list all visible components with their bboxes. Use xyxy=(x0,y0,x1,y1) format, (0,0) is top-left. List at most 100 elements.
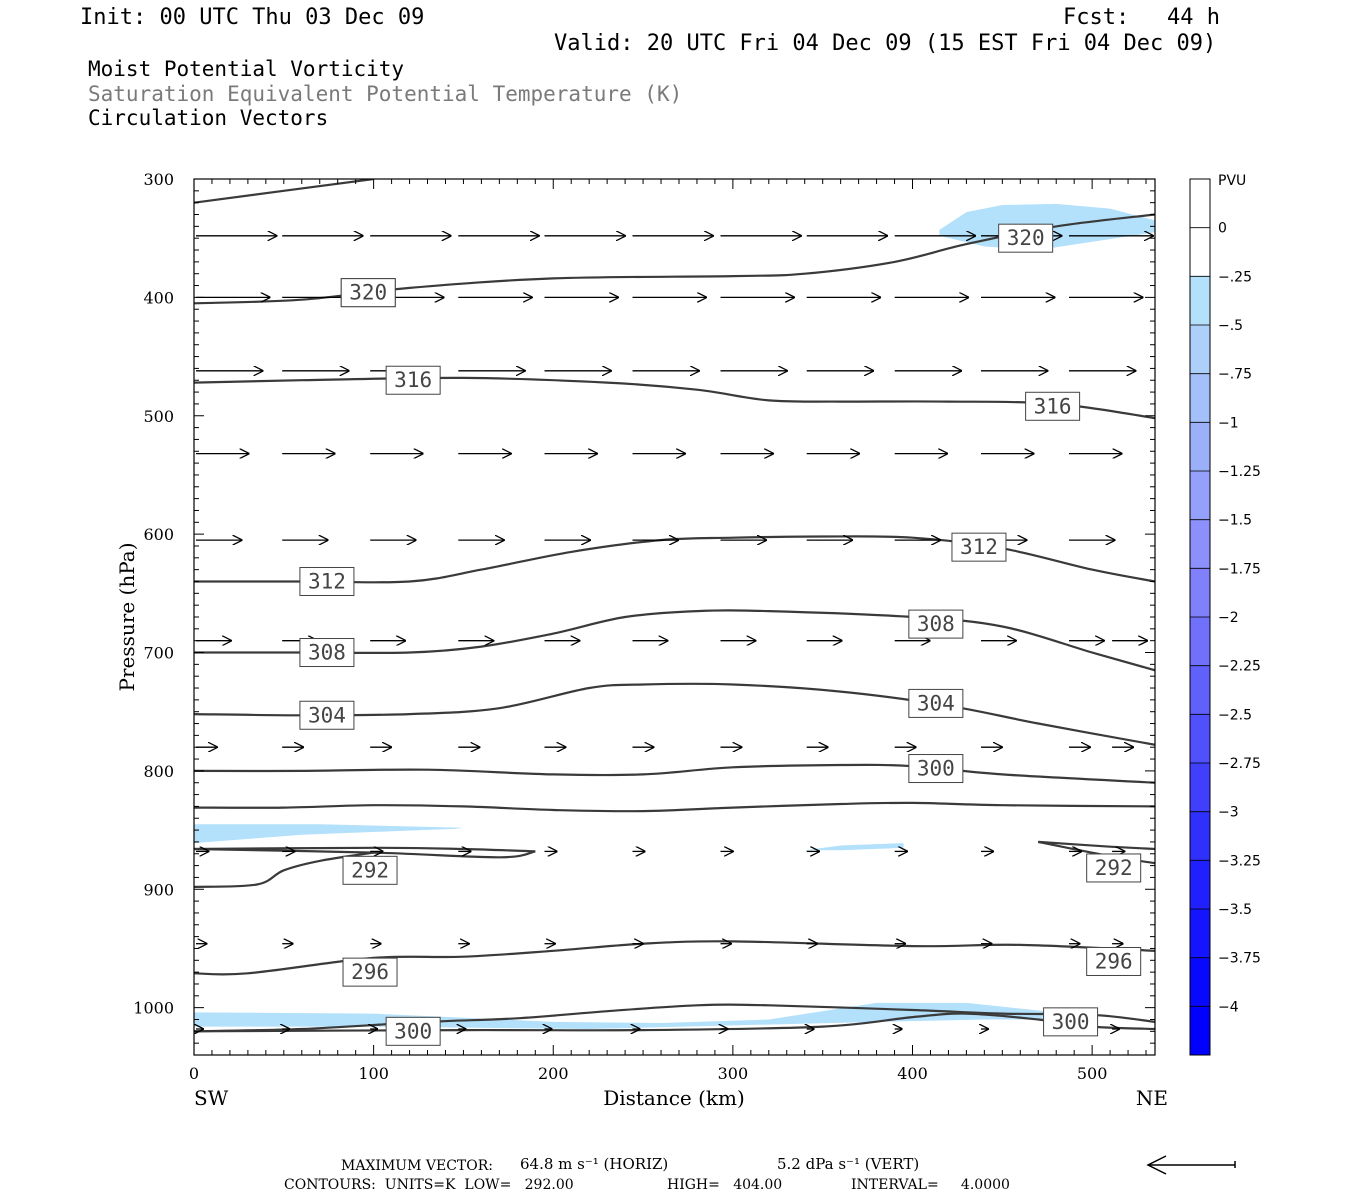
contour-label-box xyxy=(1043,1007,1099,1037)
x-axis-label: Distance (km) xyxy=(603,1086,745,1110)
colorbar-swatch xyxy=(1190,860,1210,909)
contour-line-320-0 xyxy=(194,179,374,204)
field-vectors-title: Circulation Vectors xyxy=(88,106,329,130)
x-end-label-right: NE xyxy=(1136,1086,1168,1110)
y-tick-label: 900 xyxy=(143,880,174,899)
axes-layer: 0 100 200 300 400 500 300 400 500 600 700 800 900 100… xyxy=(133,170,1156,1083)
colorbar-swatch xyxy=(1190,373,1210,423)
y-tick-label: 500 xyxy=(143,407,174,426)
colorbar-swatch xyxy=(1190,325,1210,374)
colorbar-label: −2.5 xyxy=(1218,707,1252,723)
contour-label-316: 316 xyxy=(1034,394,1072,418)
contour-label-box xyxy=(908,609,964,639)
colorbar-swatch xyxy=(1190,665,1210,715)
colorbar-label: −1.75 xyxy=(1218,561,1261,577)
reference-vector xyxy=(1146,1155,1236,1175)
contour-line-292-15 xyxy=(194,851,374,888)
colorbar-swatch xyxy=(1190,422,1210,471)
colorbar-label: −3.5 xyxy=(1218,902,1252,918)
colorbar-swatch xyxy=(1190,179,1210,228)
colorbar-swatch xyxy=(1190,617,1210,666)
field-theta-es-title: Saturation Equivalent Potential Temperat… xyxy=(88,82,683,106)
mpv-fill-region-1 xyxy=(194,824,464,844)
contour-label-box xyxy=(1025,391,1081,421)
colorbar-label: −2 xyxy=(1218,610,1239,626)
x-tick-label: 100 xyxy=(358,1064,389,1083)
max-vector-label: MAXIMUM VECTOR: xyxy=(341,1158,493,1174)
contour-label-308: 308 xyxy=(917,612,955,636)
contour-label-292: 292 xyxy=(1095,856,1133,880)
contour-label-box xyxy=(908,688,964,718)
contour-line-304-9 xyxy=(194,682,1155,746)
contour-label-308: 308 xyxy=(308,641,346,665)
y-tick-label: 400 xyxy=(143,288,174,307)
contour-label-box xyxy=(342,855,398,885)
colorbar-swatch xyxy=(1190,714,1210,763)
colorbar-swatch xyxy=(1190,471,1210,520)
contour-label-300: 300 xyxy=(1052,1010,1090,1034)
colorbar-title: PVU xyxy=(1218,173,1246,189)
contour-label-316: 316 xyxy=(394,368,432,392)
contour-label-320: 320 xyxy=(349,281,387,305)
contour-line-308-7 xyxy=(194,609,1155,672)
contour-layer xyxy=(194,179,1155,1033)
contour-label-312: 312 xyxy=(308,569,346,593)
mpv-fill-region-3 xyxy=(194,1002,1093,1029)
contour-label-292: 292 xyxy=(351,858,389,882)
contour-label-box xyxy=(908,754,964,784)
y-axis-label: Pressure (hPa) xyxy=(115,543,139,692)
contour-label-layer: 3203203203163163123123083083043043002922… xyxy=(299,223,1142,1046)
y-tick-label: 700 xyxy=(143,644,174,663)
contour-line-296-18 xyxy=(194,940,1155,976)
plot-frame xyxy=(193,178,1156,1056)
contour-line-300-11 xyxy=(194,763,1155,784)
vector-layer xyxy=(196,236,1153,1029)
valid-time: Valid: 20 UTC Fri 04 Dec 09 (15 EST Fri … xyxy=(554,31,1217,56)
mpv-fill-layer xyxy=(194,203,1155,1029)
colorbar-label: −1.5 xyxy=(1218,513,1252,529)
colorbar-label: −1 xyxy=(1218,415,1239,431)
y-tick-label: 1000 xyxy=(133,999,174,1018)
colorbar-label: −1.25 xyxy=(1218,464,1261,480)
contour-label-320: 320 xyxy=(1007,226,1045,250)
colorbar-label: −3.25 xyxy=(1218,853,1261,869)
x-end-label-left: SW xyxy=(194,1086,229,1110)
contour-line-300-12 xyxy=(194,801,1155,813)
contour-label-300: 300 xyxy=(917,757,955,781)
y-tick-label: 800 xyxy=(143,762,174,781)
contour-label-box xyxy=(340,278,396,308)
contour-label-300: 300 xyxy=(394,1019,432,1043)
colorbar-label: −2.75 xyxy=(1218,756,1261,772)
x-tick-label: 0 xyxy=(189,1064,199,1083)
contour-label-304: 304 xyxy=(917,691,955,715)
colorbar-label: −.5 xyxy=(1218,318,1243,334)
colorbar-swatch xyxy=(1190,1006,1210,1055)
max-vector-horiz: 64.8 m s⁻¹ (HORIZ) xyxy=(520,1155,669,1173)
colorbar-frame xyxy=(1189,178,1211,1056)
colorbar-label: −.75 xyxy=(1218,367,1252,383)
contour-label-box xyxy=(998,223,1054,253)
y-tick-label: 300 xyxy=(143,170,174,189)
contour-line-316-3 xyxy=(194,376,1155,420)
x-tick-label: 400 xyxy=(897,1064,928,1083)
contour-label-296: 296 xyxy=(351,960,389,984)
x-tick-label: 500 xyxy=(1077,1064,1108,1083)
contour-label-312: 312 xyxy=(960,535,998,559)
contours-high: HIGH= 404.00 xyxy=(667,1177,783,1193)
contours-info: CONTOURS: UNITS=K LOW= 292.00 xyxy=(284,1177,574,1193)
max-vector-vert: 5.2 dPa s⁻¹ (VERT) xyxy=(777,1155,920,1173)
x-tick-label: 300 xyxy=(718,1064,749,1083)
mpv-fill-region-2 xyxy=(804,843,904,851)
contour-label-box xyxy=(299,700,355,730)
contour-label-box xyxy=(299,566,355,596)
contour-line-292-17 xyxy=(1038,840,1155,851)
forecast-label: Fcst: xyxy=(1063,5,1130,30)
colorbar-label: −.25 xyxy=(1218,269,1252,285)
colorbar-swatch xyxy=(1190,276,1210,325)
colorbar-swatch xyxy=(1190,811,1210,861)
colorbar-swatch xyxy=(1190,957,1210,1007)
field-mpv-title: Moist Potential Vorticity xyxy=(88,57,405,81)
y-tick-label: 600 xyxy=(143,525,174,544)
contour-line-292-13 xyxy=(194,846,536,853)
contour-label-box xyxy=(385,1016,441,1046)
